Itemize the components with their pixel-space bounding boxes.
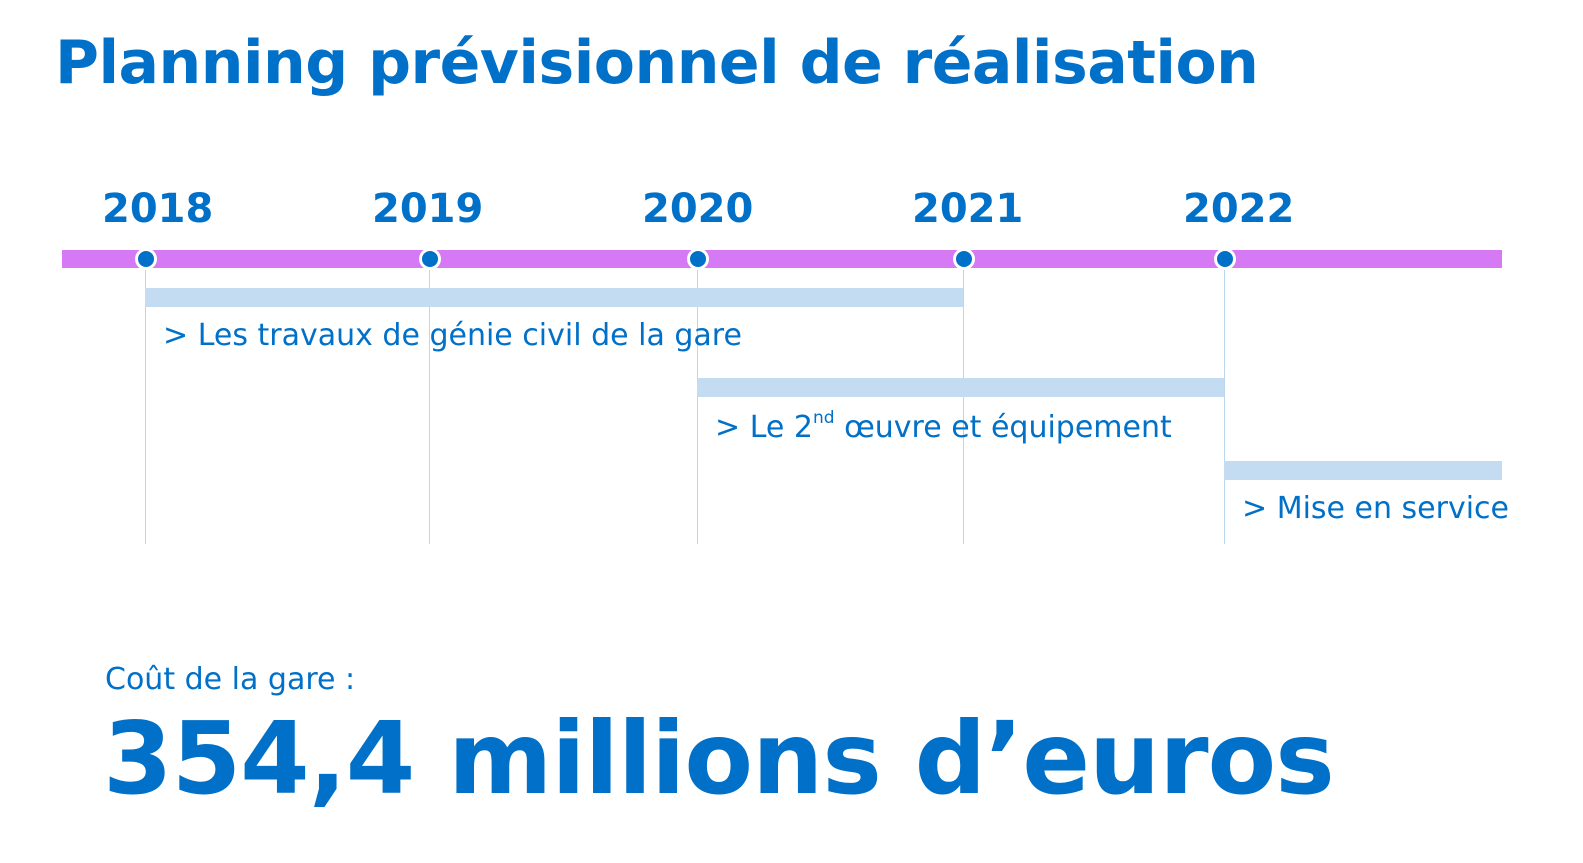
year-marker-2019 (419, 248, 441, 270)
task-label-text: Les travaux de génie civil de la gare (197, 318, 742, 353)
guide-line-2020 (697, 259, 698, 544)
guide-line-2021 (963, 259, 964, 544)
guide-line-2022 (1224, 259, 1225, 544)
task-prefix: > (163, 318, 189, 353)
year-label-2021: 2021 (912, 186, 1024, 232)
task-label-text-end: œuvre et équipement (834, 410, 1172, 445)
cost-value: 354,4 millions d’euros (103, 700, 1335, 817)
task-label-mise-en-service: > Mise en service (1242, 491, 1509, 526)
task-label-genie-civil: > Les travaux de génie civil de la gare (163, 318, 742, 353)
task-label-text: Mise en service (1276, 491, 1509, 526)
guide-line-2019 (429, 259, 430, 544)
timeline-bar (62, 250, 1502, 268)
year-marker-2018 (135, 248, 157, 270)
task-prefix: > (1242, 491, 1268, 526)
task-label-text: Le 2 (749, 410, 813, 445)
task-bar-second-oeuvre (697, 378, 1224, 397)
year-marker-2021 (953, 248, 975, 270)
task-label-second-oeuvre: > Le 2nd œuvre et équipement (715, 408, 1172, 445)
guide-line-2018 (145, 259, 146, 544)
year-label-2020: 2020 (642, 186, 754, 232)
year-label-2022: 2022 (1183, 186, 1295, 232)
page-title: Planning prévisionnel de réalisation (55, 28, 1259, 98)
task-bar-genie-civil (145, 288, 963, 307)
year-marker-2022 (1214, 248, 1236, 270)
year-label-2018: 2018 (102, 186, 214, 232)
task-bar-mise-en-service (1224, 461, 1502, 480)
task-prefix: > (715, 410, 741, 445)
year-label-2019: 2019 (372, 186, 484, 232)
task-label-superscript: nd (812, 408, 835, 428)
cost-label: Coût de la gare : (105, 662, 356, 697)
year-marker-2020 (687, 248, 709, 270)
